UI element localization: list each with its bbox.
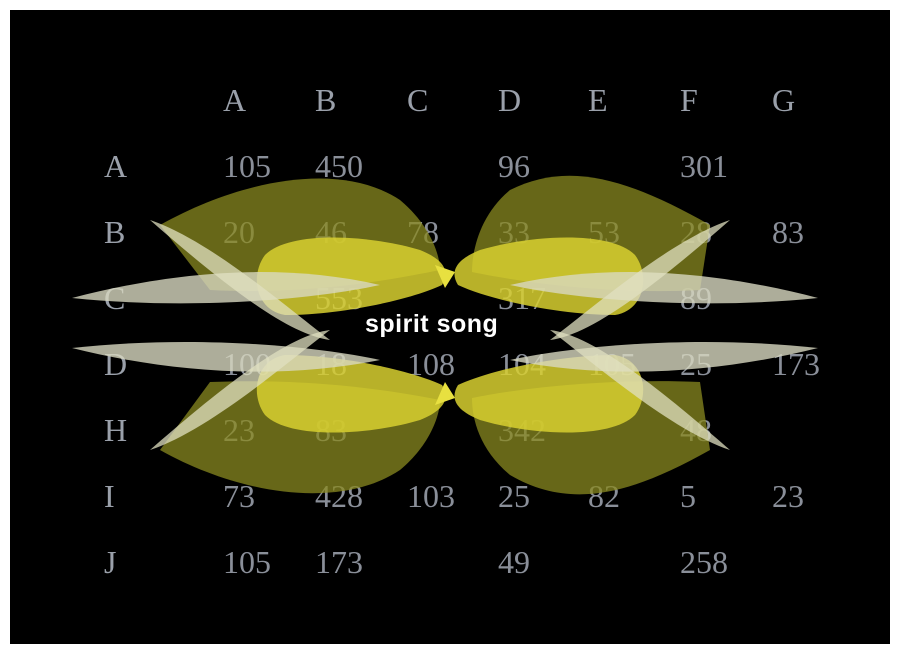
- center-pinch-top: [435, 265, 455, 288]
- column-header: F: [680, 82, 698, 118]
- column-header: D: [498, 82, 522, 118]
- blob-lower-left: [256, 355, 446, 433]
- grid-cell: 103: [407, 478, 455, 514]
- grid-cell: 96: [498, 148, 530, 184]
- wedge-left-bottom: [150, 330, 330, 450]
- row-label: B: [104, 214, 126, 250]
- wedge-right-bottom: [550, 330, 730, 450]
- horn-right-lower: [510, 341, 818, 372]
- row-label: H: [104, 412, 128, 448]
- scene-frame: ABCDEFGA10545096301B20467833532883C55331…: [10, 10, 890, 644]
- grid-cell: 108: [407, 346, 455, 382]
- title-text: spirit song: [365, 310, 499, 338]
- grid-cell: 258: [680, 544, 728, 580]
- wedge-right-top: [550, 220, 730, 340]
- row-label: A: [104, 148, 128, 184]
- grid-cell: 173: [315, 544, 363, 580]
- grid-cell: 301: [680, 148, 728, 184]
- column-header: G: [772, 82, 796, 118]
- row-label: J: [104, 544, 117, 580]
- grid-cell: 49: [498, 544, 530, 580]
- grid-cell: 83: [772, 214, 804, 250]
- grid-cell: 25: [498, 478, 530, 514]
- blob-lower-right: [454, 355, 644, 433]
- center-pinch-bottom: [435, 382, 455, 405]
- row-label: I: [104, 478, 115, 514]
- column-header: A: [223, 82, 247, 118]
- horn-right-upper: [510, 272, 818, 304]
- column-header: C: [407, 82, 429, 118]
- grid-cell: 105: [223, 544, 271, 580]
- grid-cell: 23: [772, 478, 804, 514]
- horn-left-upper: [72, 272, 380, 304]
- grid-cell: 450: [315, 148, 363, 184]
- column-header: E: [588, 82, 608, 118]
- horn-left-lower: [72, 341, 380, 372]
- column-header: B: [315, 82, 337, 118]
- grid-cell: 105: [223, 148, 271, 184]
- wedge-left-top: [150, 220, 330, 340]
- grid-cell: 5: [680, 478, 696, 514]
- butterfly-art: [72, 175, 818, 495]
